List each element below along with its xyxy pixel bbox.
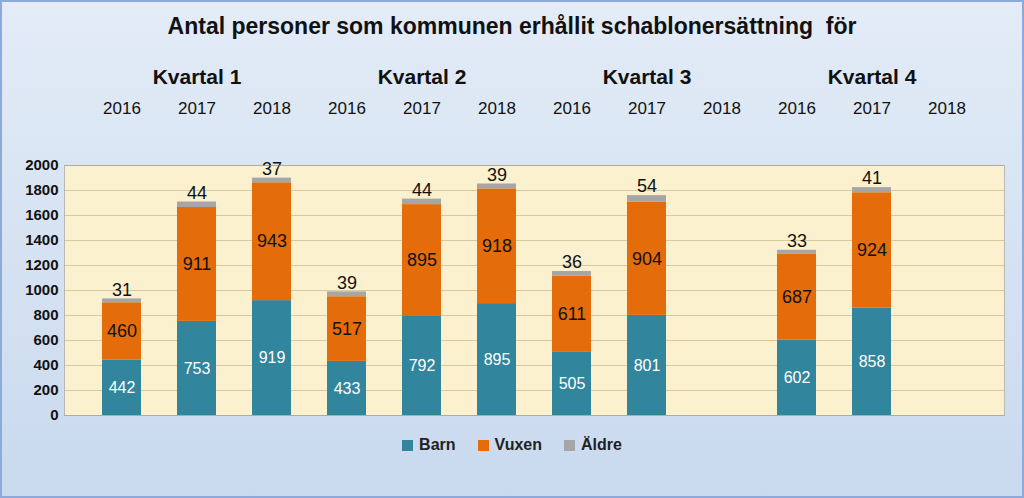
svg-text:400: 400 (33, 356, 58, 373)
svg-text:2018: 2018 (478, 99, 516, 118)
svg-text:2017: 2017 (403, 99, 441, 118)
svg-text:2018: 2018 (703, 99, 741, 118)
html-text:Barn: Barn (419, 436, 456, 453)
svg-text:2017: 2017 (628, 99, 666, 118)
svg-text:895: 895 (484, 351, 511, 368)
svg-text:33: 33 (787, 231, 807, 251)
svg-text:753: 753 (184, 360, 211, 377)
svg-text:2018: 2018 (253, 99, 291, 118)
svg-text:39: 39 (337, 273, 357, 293)
svg-text:2017: 2017 (178, 99, 216, 118)
svg-text:1800: 1800 (25, 181, 58, 198)
svg-text:911: 911 (183, 254, 212, 274)
svg-text:600: 600 (33, 331, 58, 348)
svg-text:687: 687 (782, 287, 812, 307)
svg-text:Kvartal 1: Kvartal 1 (153, 65, 242, 88)
svg-text:442: 442 (109, 379, 136, 396)
svg-text:2017: 2017 (853, 99, 891, 118)
svg-text:2016: 2016 (103, 99, 141, 118)
svg-text:517: 517 (332, 319, 362, 339)
svg-text:39: 39 (487, 165, 507, 185)
svg-text:1200: 1200 (25, 256, 58, 273)
svg-text:2016: 2016 (553, 99, 591, 118)
svg-text:2016: 2016 (778, 99, 816, 118)
svg-text:1400: 1400 (25, 231, 58, 248)
svg-text:36: 36 (562, 252, 582, 272)
svg-text:858: 858 (859, 353, 886, 370)
svg-text:602: 602 (784, 369, 811, 386)
svg-text:1000: 1000 (25, 281, 58, 298)
svg-text:611: 611 (558, 304, 587, 324)
svg-text:2016: 2016 (328, 99, 366, 118)
svg-text:2018: 2018 (928, 99, 966, 118)
svg-text:31: 31 (112, 280, 132, 300)
svg-text:Kvartal 4: Kvartal 4 (828, 65, 917, 88)
html-text:Äldre: Äldre (581, 436, 622, 453)
svg-text:919: 919 (259, 349, 286, 366)
svg-text:924: 924 (857, 240, 887, 260)
svg-text:Kvartal 3: Kvartal 3 (603, 65, 692, 88)
svg-text:433: 433 (334, 380, 361, 397)
svg-text:943: 943 (257, 231, 287, 251)
svg-text:505: 505 (559, 375, 586, 392)
svg-text:37: 37 (262, 159, 282, 179)
svg-text:895: 895 (407, 250, 437, 270)
svg-text:0: 0 (50, 406, 58, 423)
svg-text:792: 792 (409, 357, 436, 374)
svg-text:200: 200 (33, 381, 58, 398)
svg-text:800: 800 (33, 306, 58, 323)
svg-text:904: 904 (632, 249, 662, 269)
svg-text:Kvartal 2: Kvartal 2 (378, 65, 467, 88)
svg-text:460: 460 (107, 321, 137, 341)
html-text:Antal personer som kommunen er: Antal personer som kommunen erhållit sch… (167, 13, 857, 39)
svg-text:801: 801 (634, 357, 661, 374)
svg-text:2000: 2000 (25, 156, 58, 173)
svg-text:44: 44 (187, 183, 207, 203)
svg-text:918: 918 (482, 236, 512, 256)
svg-text:41: 41 (862, 168, 882, 188)
svg-text:54: 54 (637, 176, 657, 196)
html-text:Vuxen: Vuxen (494, 436, 542, 453)
svg-text:44: 44 (412, 180, 432, 200)
svg-text:1600: 1600 (25, 206, 58, 223)
